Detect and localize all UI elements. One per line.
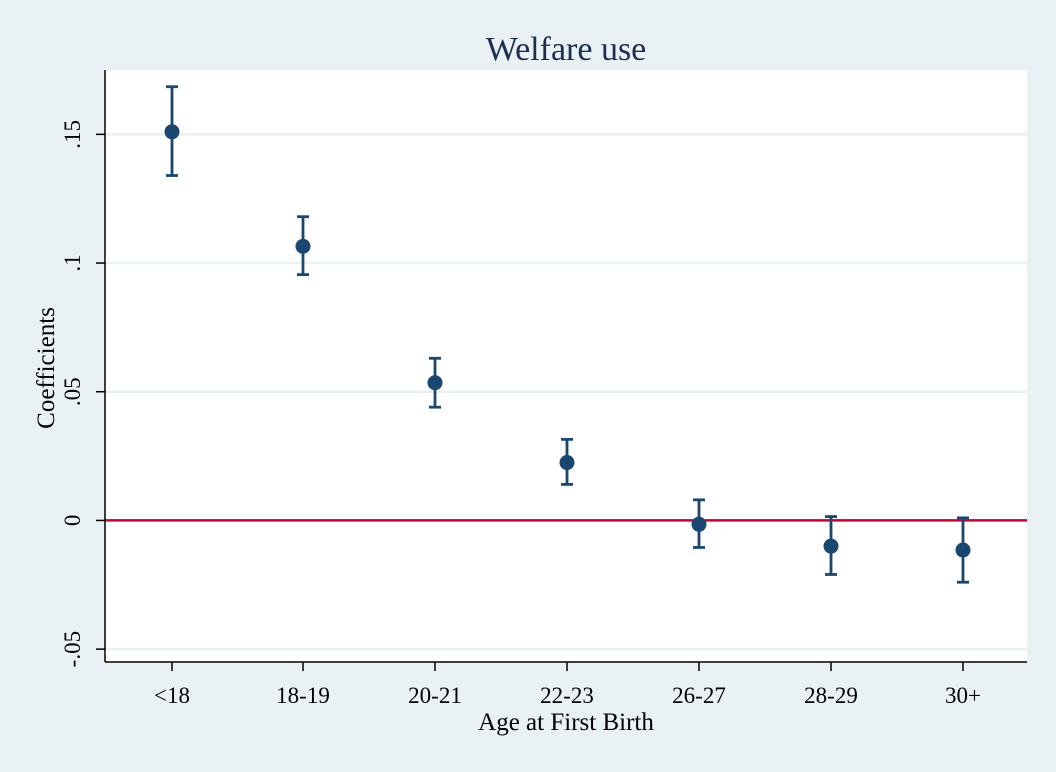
y-tick-label: .1 — [60, 254, 85, 271]
y-tick-label: 0 — [60, 515, 85, 527]
data-point — [955, 542, 971, 558]
x-tick-label: 22-23 — [540, 683, 594, 708]
x-tick-label: 28-29 — [804, 683, 858, 708]
data-point — [164, 124, 180, 140]
x-tick-label: 26-27 — [672, 683, 726, 708]
y-tick-label: .05 — [60, 377, 85, 406]
data-point — [295, 238, 311, 254]
axis-layer: -.05 0 .05 .1 .15 <18 18-19 20-21 22-23 26-27 28-2… — [60, 70, 1027, 708]
data-point — [823, 538, 839, 554]
y-tick-label: .15 — [60, 120, 85, 149]
x-tick-label: 30+ — [945, 683, 981, 708]
plot-area — [105, 70, 1027, 662]
x-tick-label: 18-19 — [276, 683, 330, 708]
data-point — [559, 455, 575, 471]
x-tick-label: 20-21 — [408, 683, 462, 708]
marks-layer — [164, 85, 971, 584]
y-tick-label: -.05 — [60, 631, 85, 667]
data-point — [691, 516, 707, 532]
x-tick-label: <18 — [154, 683, 190, 708]
data-point — [427, 375, 443, 391]
chart-title: Welfare use — [486, 31, 647, 68]
y-axis-label: Coefficients — [33, 307, 60, 429]
x-axis-label: Age at First Birth — [478, 709, 654, 736]
